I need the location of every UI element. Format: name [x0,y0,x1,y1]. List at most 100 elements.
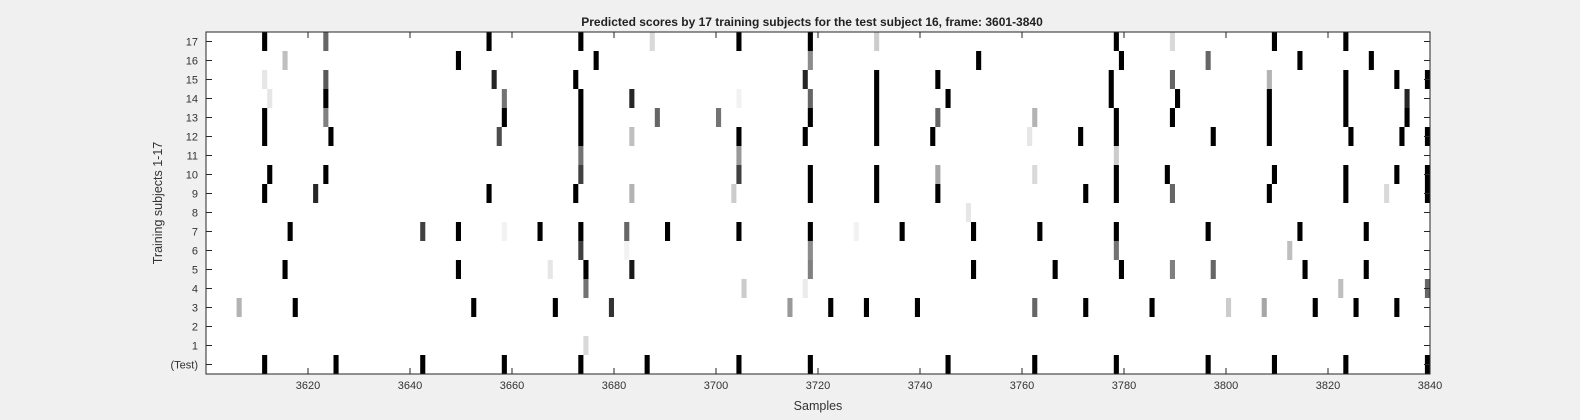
heatmap-cell [1226,298,1232,317]
heatmap-cell [802,70,808,89]
heatmap-cell [1338,279,1344,298]
heatmap-cell [1027,127,1033,146]
heatmap-cell [323,32,329,51]
heatmap-cell [1052,260,1058,279]
heatmap-cell [1266,70,1272,89]
heatmap-cell [1169,32,1175,51]
x-tick-label: 3640 [398,380,422,392]
heatmap-cell [262,108,268,127]
y-tick-label: 4 [192,284,198,296]
heatmap-cell [578,32,584,51]
heatmap-cell [1363,222,1369,241]
heatmap-cell [262,127,268,146]
heatmap-cell [262,70,268,89]
heatmap-cell [328,127,334,146]
heatmap-cell [965,203,971,222]
y-tick-label: 6 [192,246,198,258]
x-tick-label: 3800 [1214,380,1238,392]
heatmap-cell [1113,127,1119,146]
heatmap-cell [537,222,543,241]
x-tick-label: 3740 [908,380,932,392]
heatmap-cell [323,165,329,184]
y-tick-label: 3 [192,303,198,315]
x-tick-label: 3760 [1010,380,1034,392]
heatmap-cell [593,51,599,70]
y-tick-label: 9 [192,189,198,201]
y-tick-label: 16 [186,56,198,68]
heatmap-cell [945,355,951,374]
heatmap-cell [1271,355,1277,374]
heatmap-cell [1113,32,1119,51]
heatmap-cell [1113,355,1119,374]
heatmap-cell [1271,32,1277,51]
heatmap-cell [1032,108,1038,127]
heatmap-cell [1164,165,1170,184]
heatmap-cell [945,89,951,108]
heatmap-cell [935,165,941,184]
heatmap-cell [491,70,497,89]
y-tick-label: 14 [186,94,198,106]
heatmap-cell [1348,127,1354,146]
heatmap-cell [1210,260,1216,279]
x-tick-label: 3840 [1418,380,1442,392]
heatmap-cell [573,70,579,89]
heatmap-cell [1404,108,1410,127]
heatmap-cell [1205,222,1211,241]
heatmap-cell [262,32,268,51]
heatmap-cell [736,32,742,51]
heatmap-cell [608,298,614,317]
x-tick-label: 3700 [704,380,728,392]
x-tick-label: 3720 [806,380,830,392]
x-tick-label: 3660 [500,380,524,392]
heatmap-cell [573,184,579,203]
heatmap-cell [976,51,982,70]
heatmap-cell [1108,89,1114,108]
heatmap-cell [267,89,273,108]
heatmap-cell [282,260,288,279]
heatmap-cell [1169,70,1175,89]
heatmap-cell [1353,298,1359,317]
chart-title: Predicted scores by 17 training subjects… [581,15,1043,29]
y-tick-label: 2 [192,322,198,334]
heatmap-cell [1169,260,1175,279]
heatmap-cell [486,184,492,203]
heatmap-cell [914,298,920,317]
heatmap-cell [787,298,793,317]
heatmap-cell [736,222,742,241]
heatmap-cell [863,298,869,317]
heatmap-cell [1169,184,1175,203]
y-tick-label: 1 [192,341,198,353]
heatmap-cell [578,89,584,108]
heatmap-cell [333,355,339,374]
heatmap-cell [1368,51,1374,70]
heatmap-cell [736,89,742,108]
heatmap-cell [1113,241,1119,260]
heatmap-cell [455,222,461,241]
heatmap-cell [807,355,813,374]
y-tick-label: 10 [186,170,198,182]
heatmap-cell [1169,108,1175,127]
heatmap-cell [807,184,813,203]
heatmap-cell [1287,241,1293,260]
heatmap-cell [731,184,737,203]
y-tick-label: 12 [186,132,198,144]
heatmap-cell [486,32,492,51]
x-tick-label: 3820 [1316,380,1340,392]
heatmap-cell [807,51,813,70]
heatmap-cell [1343,165,1349,184]
heatmap-cell [935,108,941,127]
heatmap-cell [578,241,584,260]
heatmap-cell [287,222,293,241]
heatmap-cell [583,336,589,355]
heatmap-cell [644,355,650,374]
y-tick-label: 5 [192,265,198,277]
heatmap-cell [1343,108,1349,127]
heatmap-cell [624,222,630,241]
heatmap-cell [1394,165,1400,184]
heatmap-cell [1343,355,1349,374]
heatmap-cell [1266,89,1272,108]
heatmap-cell [874,70,880,89]
heatmap-cell [874,127,880,146]
heatmap-cell [236,298,242,317]
heatmap-cell [501,89,507,108]
